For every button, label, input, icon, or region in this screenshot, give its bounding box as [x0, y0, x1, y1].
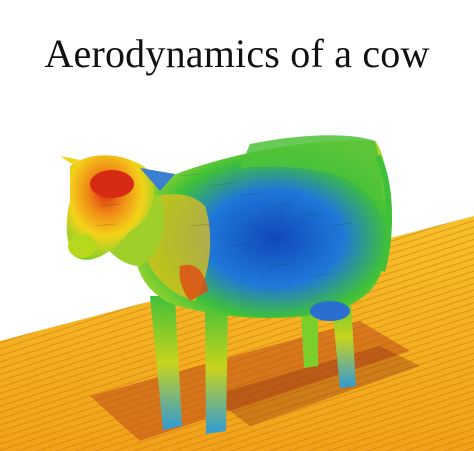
cow-back-highlight: [240, 135, 383, 216]
cow-front-leg: [150, 296, 182, 430]
cow-ear: [140, 168, 175, 191]
cow-udder: [310, 301, 350, 321]
cow-airflow-simulation: [0, 135, 474, 451]
cow-chest-hotspot: [179, 264, 208, 301]
cow-ear-far: [60, 156, 80, 164]
figure-title: Aerodynamics of a cow: [44, 31, 430, 76]
cow-tail: [375, 154, 393, 272]
forehead-hotspot: [90, 170, 134, 198]
flow-vectors: [94, 173, 353, 277]
cow-muzzle: [68, 234, 96, 258]
pressure-shadow-dark: [210, 346, 420, 426]
cow-front-leg-far: [205, 301, 228, 434]
